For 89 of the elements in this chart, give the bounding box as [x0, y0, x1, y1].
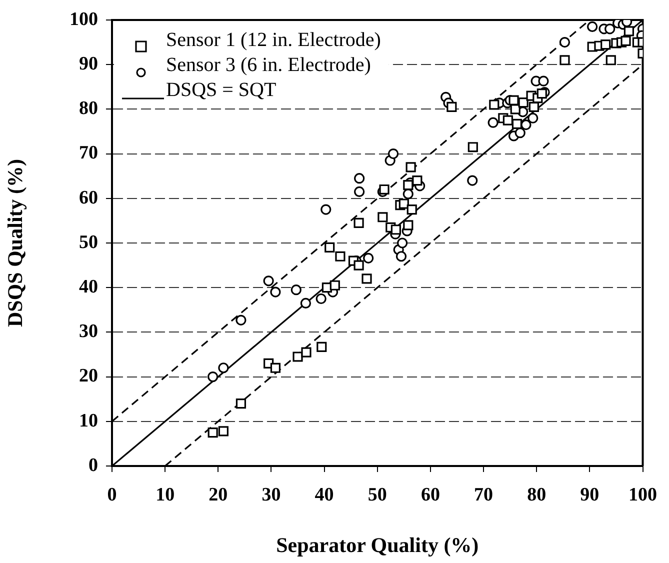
x-tick-label: 100 — [628, 484, 657, 506]
point — [502, 115, 513, 126]
point — [468, 142, 478, 152]
point — [528, 102, 539, 112]
point — [208, 372, 218, 382]
point — [236, 314, 246, 326]
point — [512, 118, 522, 129]
point — [536, 88, 547, 99]
point — [301, 347, 312, 358]
point — [388, 148, 399, 160]
y-tick-label: 40 — [79, 276, 98, 298]
x-tick-label: 50 — [368, 484, 387, 506]
point — [324, 242, 335, 253]
x-tick-label: 20 — [208, 484, 228, 506]
point — [402, 188, 414, 200]
point — [316, 342, 327, 352]
x-tick-label: 10 — [156, 484, 175, 506]
x-tick-label: 40 — [314, 484, 334, 506]
point — [398, 198, 409, 209]
point — [403, 180, 414, 190]
point — [362, 274, 372, 284]
point — [528, 112, 538, 124]
point — [379, 184, 390, 195]
y-tick-label: 30 — [79, 321, 98, 342]
point — [467, 175, 478, 186]
point — [335, 251, 346, 262]
point — [236, 398, 246, 409]
point — [363, 252, 374, 264]
point — [406, 204, 417, 215]
x-tick-label: 30 — [262, 484, 281, 506]
point — [508, 95, 519, 106]
x-tick-label: 60 — [420, 484, 440, 506]
y-axis-title: DSQS Quality (%) — [3, 158, 28, 328]
point — [403, 220, 414, 230]
point — [489, 100, 500, 110]
point — [488, 117, 498, 128]
point — [208, 428, 218, 438]
y-tick-label: 100 — [70, 8, 98, 30]
y-tick-label: 60 — [79, 187, 98, 208]
y-tick-label: 70 — [79, 142, 98, 164]
point — [390, 224, 401, 235]
y-tick-label: 20 — [79, 366, 98, 387]
point — [406, 162, 416, 172]
point — [520, 120, 532, 130]
point — [320, 204, 332, 215]
y-tick-label: 10 — [79, 410, 98, 432]
y-tick-label: 90 — [79, 54, 98, 75]
y-tick-label: 80 — [79, 98, 98, 120]
point — [316, 293, 326, 304]
legend-label: DSQS = SQT — [166, 78, 276, 101]
point — [587, 21, 598, 32]
point — [559, 37, 570, 48]
legend-label: Sensor 3 (6 in. Electrode) — [166, 54, 371, 76]
point — [620, 36, 631, 46]
x-axis-title: Separator Quality (%) — [276, 532, 479, 557]
x-tick-label: 0 — [107, 484, 117, 506]
point — [270, 362, 281, 373]
point — [518, 97, 528, 108]
point — [378, 212, 388, 222]
point — [606, 55, 616, 66]
y-tick-label: 50 — [79, 232, 98, 253]
point — [604, 24, 616, 34]
point — [538, 76, 549, 86]
point — [560, 55, 570, 66]
point — [624, 26, 634, 36]
point — [396, 251, 407, 262]
point — [600, 39, 611, 50]
y-tick-label: 0 — [88, 454, 98, 476]
point — [354, 173, 365, 184]
point — [292, 352, 303, 362]
point — [290, 284, 302, 296]
point — [354, 186, 365, 198]
x-tick-label: 70 — [474, 484, 494, 506]
point — [263, 276, 274, 286]
legend-label: Sensor 1 (12 in. Electrode) — [166, 28, 381, 51]
point — [412, 176, 422, 186]
point — [514, 128, 526, 138]
point — [300, 298, 312, 309]
point — [446, 102, 457, 112]
point — [270, 286, 281, 298]
point — [218, 426, 228, 436]
point — [354, 260, 364, 270]
x-tick-label: 80 — [527, 484, 546, 506]
point — [397, 238, 408, 248]
point — [510, 104, 520, 114]
x-tick-label: 90 — [580, 484, 600, 506]
point — [354, 218, 364, 228]
point — [218, 362, 229, 374]
point — [330, 280, 340, 290]
